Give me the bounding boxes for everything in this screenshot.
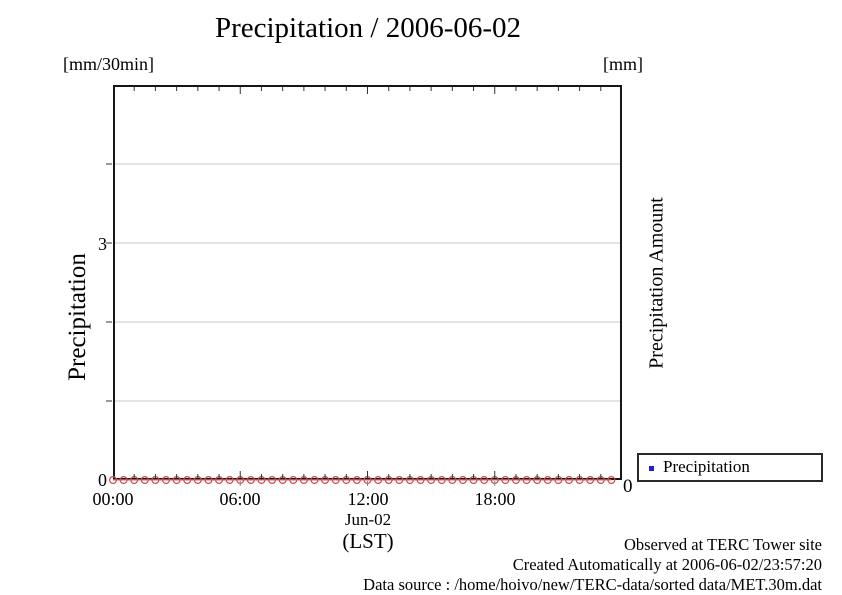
left-axis-tick-0: 0 xyxy=(98,470,107,491)
chart-title: Precipitation / 2006-06-02 xyxy=(214,12,522,44)
x-axis-timezone-label: (LST) xyxy=(342,529,394,553)
right-axis-label: Precipitation Amount xyxy=(645,197,668,369)
x-tick-0000: 00:00 xyxy=(92,489,134,509)
right-axis-tick-0: 0 xyxy=(623,476,633,497)
left-axis-unit: [mm/30min] xyxy=(63,54,154,74)
annotation-data-source: Data source : /home/hoivo/new/TERC-data/… xyxy=(363,575,822,594)
legend-item-label: Precipitation xyxy=(663,457,750,476)
legend-marker-square-icon xyxy=(649,466,654,471)
x-axis-date-label: Jun-02 xyxy=(344,510,392,529)
x-tick-0600: 06:00 xyxy=(219,489,261,509)
plot-area-border xyxy=(113,85,622,480)
x-tick-1200: 12:00 xyxy=(347,489,389,509)
legend: Precipitation xyxy=(637,453,823,482)
annotation-created-at: Created Automatically at 2006-06-02/23:5… xyxy=(512,555,822,574)
right-axis-unit: [mm] xyxy=(603,54,643,74)
left-axis-label: Precipitation xyxy=(64,253,91,381)
left-axis-tick-3: 3 xyxy=(98,234,107,255)
x-tick-1800: 18:00 xyxy=(474,489,516,509)
footer-annotations: Observed at TERC Tower site Created Auto… xyxy=(363,535,822,595)
annotation-observed-site: Observed at TERC Tower site xyxy=(623,535,822,554)
